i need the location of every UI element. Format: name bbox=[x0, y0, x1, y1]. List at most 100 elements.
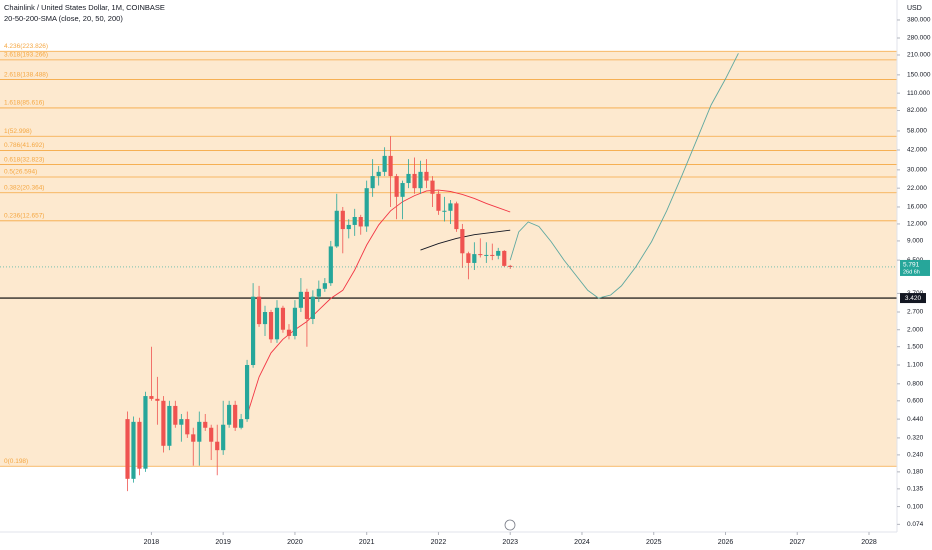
currency-label: USD bbox=[907, 5, 922, 12]
candle-body bbox=[502, 250, 507, 266]
y-tick-label: 9.000 bbox=[907, 238, 924, 245]
candle-body bbox=[239, 419, 244, 428]
candle-body bbox=[472, 254, 477, 263]
y-tick-label: 0.800 bbox=[907, 381, 924, 388]
x-tick-label: 2021 bbox=[359, 539, 375, 546]
candle-body bbox=[197, 421, 202, 442]
y-tick-label: 1.500 bbox=[907, 343, 924, 350]
y-tick-label: 0.135 bbox=[907, 486, 924, 493]
candle-body bbox=[346, 224, 351, 230]
fib-label: 0.786(41.692) bbox=[4, 142, 44, 149]
fib-zone bbox=[0, 51, 897, 467]
candle-body bbox=[262, 312, 268, 325]
y-tick-label: 280.000 bbox=[907, 35, 931, 42]
candle-body bbox=[268, 312, 274, 340]
candle-body bbox=[316, 288, 321, 297]
fib-label: 0.236(12.657) bbox=[4, 213, 44, 220]
candle-body bbox=[352, 216, 357, 225]
x-tick-label: 2025 bbox=[646, 539, 662, 546]
candle-body bbox=[125, 419, 130, 479]
fib-label: 0.382(20.364) bbox=[4, 184, 44, 191]
candle-body bbox=[484, 254, 489, 256]
candle-body bbox=[209, 427, 214, 442]
candle-body bbox=[256, 296, 262, 325]
candle-body bbox=[436, 193, 441, 211]
candle-body bbox=[221, 424, 226, 451]
candle-body bbox=[460, 229, 465, 254]
candle-body bbox=[227, 404, 232, 425]
y-tick-label: 0.180 bbox=[907, 469, 924, 476]
last-price-tag bbox=[900, 259, 930, 276]
fib-label: 3.618(193.266) bbox=[4, 52, 48, 59]
countdown-label: 26d 6h bbox=[903, 269, 920, 275]
candle-body bbox=[418, 171, 423, 189]
candle-body bbox=[334, 210, 339, 247]
candle-body bbox=[274, 307, 280, 340]
x-tick-label: 2020 bbox=[287, 539, 303, 546]
candle-body bbox=[251, 296, 256, 366]
price-tag-label: 3.420 bbox=[905, 295, 922, 302]
candle-body bbox=[280, 307, 286, 330]
candle-body bbox=[406, 173, 411, 184]
candle-body bbox=[149, 396, 154, 399]
last-price-label: 5.791 bbox=[903, 262, 920, 269]
candle-body bbox=[382, 155, 387, 172]
fib-label: 2.618(138.488) bbox=[4, 71, 48, 78]
x-tick-label: 2027 bbox=[789, 539, 805, 546]
y-tick-label: 0.440 bbox=[907, 416, 924, 423]
candle-body bbox=[328, 246, 333, 284]
y-tick-label: 0.320 bbox=[907, 435, 924, 442]
x-tick-label: 2019 bbox=[215, 539, 231, 546]
x-tick-label: 2018 bbox=[144, 539, 160, 546]
indicator-line bbox=[509, 53, 739, 299]
y-tick-label: 0.074 bbox=[907, 521, 924, 528]
fib-label: 4.236(223.826) bbox=[4, 43, 48, 50]
candle-body bbox=[496, 250, 501, 256]
candle-body bbox=[388, 155, 393, 177]
candle-body bbox=[370, 176, 375, 189]
info-icon[interactable] bbox=[504, 519, 516, 531]
y-tick-label: 110.000 bbox=[907, 90, 930, 97]
price-tag bbox=[900, 293, 926, 304]
candle-body bbox=[448, 203, 453, 211]
y-tick-label: 58.000 bbox=[907, 128, 927, 135]
candle-body bbox=[490, 254, 495, 256]
y-tick-label: 12.000 bbox=[907, 221, 927, 228]
candle-body bbox=[244, 365, 250, 420]
candle-body bbox=[167, 405, 172, 446]
candle-body bbox=[173, 405, 178, 425]
candle-body bbox=[310, 296, 315, 319]
y-tick-label: 150.000 bbox=[907, 72, 931, 79]
y-tick-label: 82.000 bbox=[907, 107, 927, 114]
candle-body bbox=[466, 253, 471, 263]
plot-area: 4.236(223.826) 3.618(193.266) 2.618(138.48… bbox=[0, 43, 897, 492]
candle-body bbox=[155, 398, 160, 401]
candle-body bbox=[454, 203, 459, 230]
candle-body bbox=[394, 176, 399, 197]
candle-body bbox=[442, 210, 447, 212]
x-tick-label: 2026 bbox=[718, 539, 734, 546]
candle-body bbox=[215, 441, 220, 451]
y-tick-label: 2.700 bbox=[907, 309, 924, 316]
candle-body bbox=[179, 419, 184, 425]
y-tick-label: 2.000 bbox=[907, 326, 924, 333]
candle-body bbox=[508, 265, 513, 267]
candle-body bbox=[191, 434, 196, 442]
candle-body bbox=[161, 400, 166, 446]
candle-body bbox=[292, 307, 298, 336]
candle-body bbox=[143, 396, 148, 469]
candle-body bbox=[430, 180, 435, 194]
y-tick-label: 380.000 bbox=[907, 17, 931, 24]
candle-body bbox=[286, 329, 292, 336]
y-tick-label: 1.100 bbox=[907, 362, 924, 369]
candle-body bbox=[424, 171, 429, 181]
candle-body bbox=[376, 171, 381, 177]
indicator-label: 20-50-200-SMA (close, 20, 50, 200) bbox=[4, 14, 123, 23]
candle-body bbox=[298, 291, 303, 308]
x-tick-label: 2028 bbox=[861, 539, 877, 546]
y-tick-label: 30.000 bbox=[907, 167, 927, 174]
x-tick-label: 2022 bbox=[431, 539, 447, 546]
fib-label: 0.618(32.823) bbox=[4, 156, 44, 163]
candle-body bbox=[358, 216, 363, 227]
